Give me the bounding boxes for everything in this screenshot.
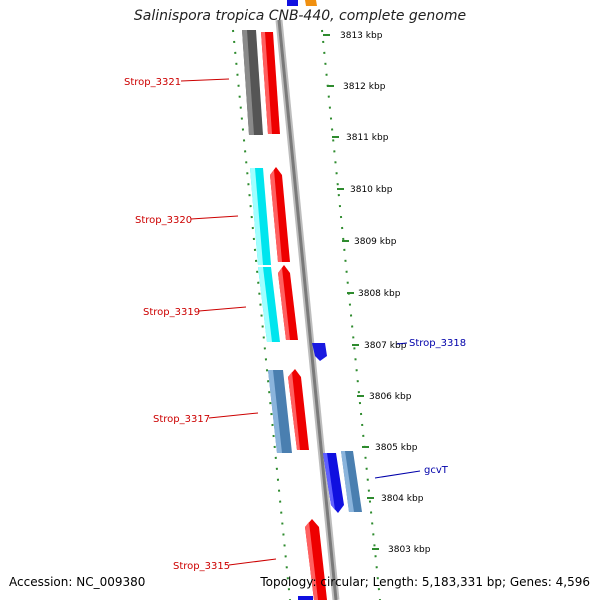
ruler-label: 3810 kbp bbox=[350, 185, 393, 195]
gene-label-strop-3321[interactable]: Strop_3321 bbox=[124, 77, 181, 88]
ruler-label: 3812 kbp bbox=[343, 82, 386, 92]
gene-strop-3320-red-hl[interactable] bbox=[270, 170, 282, 262]
gene-label-gcvt[interactable]: gcvT bbox=[424, 465, 449, 476]
gene-labels-right: Strop_3318 gcvT bbox=[374, 338, 466, 479]
gene-gcvt-steel-hl[interactable] bbox=[341, 451, 354, 512]
gene-bottom-blue[interactable] bbox=[298, 596, 313, 600]
map-title: Salinispora tropica CNB-440, complete ge… bbox=[133, 8, 467, 24]
gene-strop-3321-gray-hl[interactable] bbox=[242, 30, 254, 135]
ruler-label: 3813 kbp bbox=[340, 31, 383, 41]
left-tick-border bbox=[232, 29, 291, 600]
ruler-label: 3808 kbp bbox=[358, 289, 401, 299]
genome-backbone bbox=[275, 19, 340, 600]
ruler-label: 3803 kbp bbox=[388, 545, 431, 555]
gene-label-strop-3319[interactable]: Strop_3319 bbox=[143, 307, 200, 318]
right-tick-border bbox=[321, 29, 381, 600]
ruler-label: 3807 kbp bbox=[364, 341, 407, 351]
gene-strop-3320-cyan-hl[interactable] bbox=[250, 168, 263, 265]
gene-labels-left: Strop_3321 Strop_3320 Strop_3319 Strop_3… bbox=[124, 77, 277, 572]
gene-top-orange[interactable] bbox=[305, 0, 317, 6]
ruler-label: 3805 kbp bbox=[375, 443, 418, 453]
genome-stats-text: Topology: circular; Length: 5,183,331 bp… bbox=[260, 575, 590, 589]
gene-strop-3317-red-hl[interactable] bbox=[288, 372, 300, 450]
ruler-label: 3811 kbp bbox=[346, 133, 389, 143]
ruler-label: 3804 kbp bbox=[381, 494, 424, 504]
gene-gcvt-blue-hl[interactable] bbox=[323, 453, 335, 510]
ruler-label: 3809 kbp bbox=[354, 237, 397, 247]
gene-strop-3318[interactable] bbox=[312, 343, 327, 361]
gene-label-strop-3317[interactable]: Strop_3317 bbox=[153, 414, 210, 425]
gene-label-strop-3315[interactable]: Strop_3315 bbox=[173, 561, 230, 572]
gene-strop-3321-red-hl[interactable] bbox=[261, 32, 272, 134]
ruler-label: 3806 kbp bbox=[369, 392, 412, 402]
gene-strop-3319-red-hl[interactable] bbox=[278, 268, 290, 340]
gene-strop-3315-red-hl[interactable] bbox=[305, 522, 318, 600]
gene-strop-3319-cyan-hl[interactable] bbox=[258, 267, 272, 342]
gene-strop-3317-steel-hl[interactable] bbox=[268, 370, 282, 453]
gene-label-strop-3318[interactable]: Strop_3318 bbox=[409, 338, 466, 349]
gene-label-strop-3320[interactable]: Strop_3320 bbox=[135, 215, 192, 226]
accession-text: Accession: NC_009380 bbox=[9, 575, 146, 589]
ruler-labels: 3813 kbp 3812 kbp 3811 kbp 3810 kbp 3809… bbox=[323, 31, 431, 555]
gene-top-blue[interactable] bbox=[287, 0, 298, 6]
